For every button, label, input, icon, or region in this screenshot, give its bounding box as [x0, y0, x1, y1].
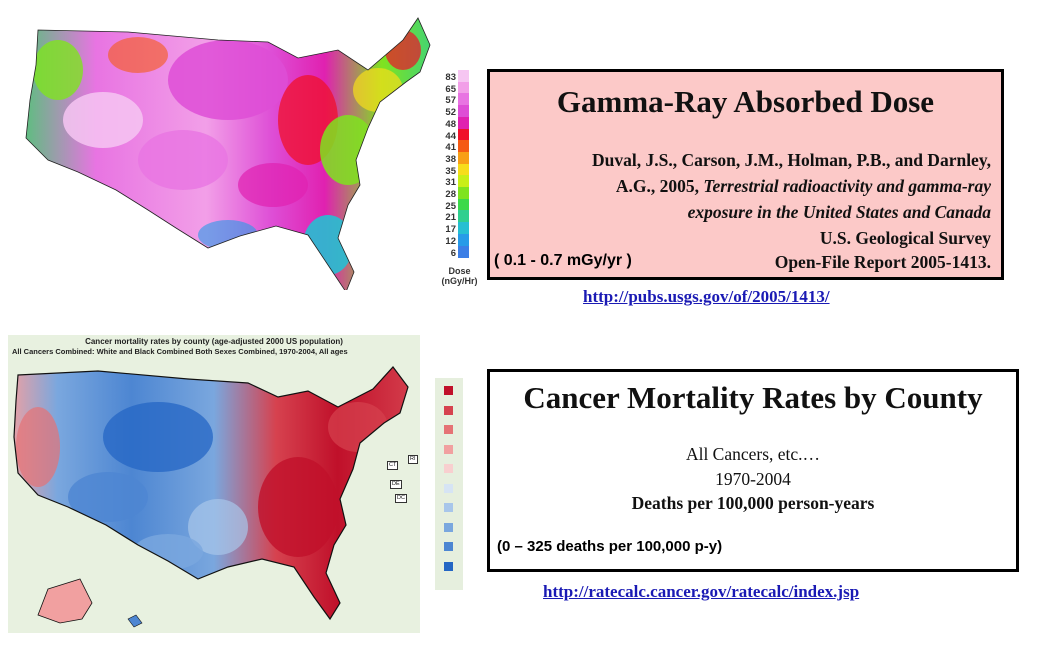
gamma-box-title: Gamma-Ray Absorbed Dose — [556, 84, 935, 119]
gamma-legend-swatch — [458, 233, 469, 246]
gamma-ray-dose-map — [25, 17, 431, 290]
gamma-legend-label: 17 — [445, 224, 456, 236]
gamma-legend-label: 6 — [450, 247, 456, 259]
state-tag-ct: CT — [387, 461, 399, 470]
cancer-info-box: Cancer Mortality Rates by County All Can… — [487, 369, 1019, 572]
gamma-legend-label: 48 — [445, 118, 456, 130]
gamma-legend-label: 31 — [445, 177, 456, 189]
cancer-mortality-map — [13, 366, 409, 628]
gamma-legend-label: 65 — [445, 83, 456, 95]
citation-line: U.S. Geological Survey — [819, 228, 991, 248]
citation-line: A.G., 2005, Terrestrial radioactivity an… — [615, 176, 991, 196]
cancer-legend-swatch — [444, 405, 453, 415]
cancer-legend-swatch — [444, 425, 453, 434]
gamma-legend-swatch — [458, 93, 469, 106]
cancer-legend-swatch — [444, 522, 453, 532]
gamma-legend-label: 25 — [445, 200, 456, 212]
gamma-legend-swatch — [458, 70, 469, 82]
cancer-mortality-map-panel: Cancer mortality rates by county (age-ad… — [8, 335, 420, 633]
cancer-legend-swatch — [444, 464, 453, 473]
gamma-legend-label: 52 — [445, 107, 456, 119]
gamma-info-box: Gamma-Ray Absorbed Dose Duval, J.S., Car… — [487, 69, 1004, 280]
gamma-legend-label: 12 — [445, 235, 456, 247]
gamma-legend-swatch — [458, 187, 469, 199]
gamma-legend-swatch — [458, 222, 469, 235]
cancer-legend-swatch — [444, 503, 453, 512]
gamma-legend-label: 28 — [445, 189, 456, 200]
gamma-legend-label: 57 — [445, 95, 456, 107]
citation-line: Open-File Report 2005-1413. — [774, 252, 991, 272]
gamma-legend-label: 83 — [445, 72, 456, 83]
cancer-rate-range: (0 – 325 deaths per 100,000 p-y) — [497, 538, 723, 555]
gamma-legend-label: 38 — [445, 153, 456, 165]
gamma-legend-swatch — [458, 128, 469, 141]
gamma-legend-swatch — [458, 163, 469, 176]
gamma-legend-label: 35 — [445, 165, 456, 177]
gamma-legend-swatch — [458, 210, 469, 223]
citation-line: exposure in the United States and Canada — [687, 202, 991, 222]
cancer-legend-swatch — [444, 444, 453, 454]
gamma-legend-label: 41 — [445, 142, 456, 154]
cancer-legend-swatch — [444, 483, 453, 493]
cancer-legend — [435, 378, 463, 590]
gamma-legend-swatch — [458, 175, 469, 188]
hawaii-shape — [127, 614, 143, 628]
cancer-legend-swatch — [444, 386, 453, 395]
cancer-line-1: All Cancers, etc.… — [685, 444, 821, 464]
gamma-legend-unit: Dose (nGy/Hr) — [441, 266, 478, 286]
cancer-box-title: Cancer Mortality Rates by County — [523, 380, 983, 415]
gamma-dose-range: ( 0.1 - 0.7 mGy/yr ) — [494, 252, 632, 269]
gamma-legend-swatch — [458, 198, 469, 211]
cancer-legend-swatch — [444, 542, 453, 551]
cancer-legend-swatch — [444, 561, 453, 571]
gamma-legend-swatch — [458, 245, 469, 258]
gamma-legend-swatch — [458, 140, 469, 153]
cancer-line-2: 1970-2004 — [715, 469, 791, 489]
gamma-legend-label: 21 — [445, 212, 456, 224]
citation-line: Duval, J.S., Carson, J.M., Holman, P.B.,… — [592, 150, 991, 170]
gamma-legend-swatch — [458, 116, 469, 129]
state-tag-ri: RI — [408, 455, 418, 464]
cancer-line-3: Deaths per 100,000 person-years — [631, 493, 875, 513]
state-tag-de: DE — [390, 480, 402, 489]
gamma-legend-swatch — [458, 105, 469, 118]
gamma-legend: 83 65 57 52 48 44 41 38 35 31 28 25 21 17 12 6 Dose (nG… — [430, 70, 486, 290]
alaska-shape — [37, 578, 93, 624]
usgs-report-link[interactable]: http://pubs.usgs.gov/of/2005/1413/ — [583, 287, 830, 306]
state-tag-dc: DC — [395, 494, 407, 503]
cancer-map-title: Cancer mortality rates by county (age-ad… — [85, 337, 343, 346]
gamma-legend-label: 44 — [445, 130, 456, 142]
gamma-legend-swatch — [458, 81, 469, 94]
cancer-map-subtitle: All Cancers Combined: White and Black Co… — [12, 347, 348, 356]
gamma-legend-swatch — [458, 151, 469, 164]
ratecalc-link[interactable]: http://ratecalc.cancer.gov/ratecalc/inde… — [543, 582, 860, 601]
